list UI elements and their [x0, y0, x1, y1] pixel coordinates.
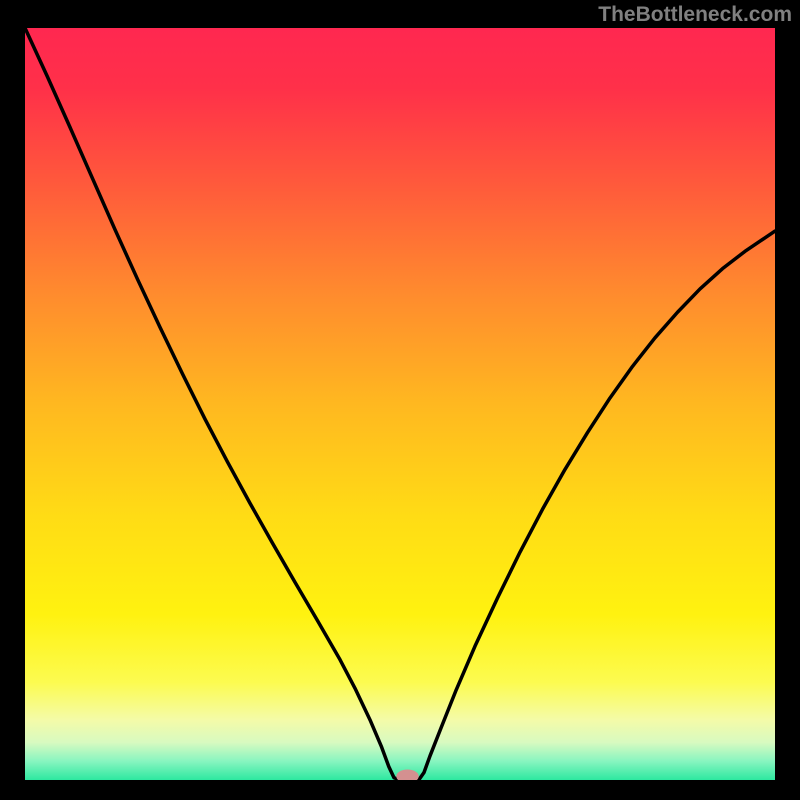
chart-container: TheBottleneck.com: [0, 0, 800, 800]
bottleneck-chart: [0, 0, 800, 800]
chart-background: [25, 28, 775, 780]
watermark-text: TheBottleneck.com: [598, 3, 792, 27]
